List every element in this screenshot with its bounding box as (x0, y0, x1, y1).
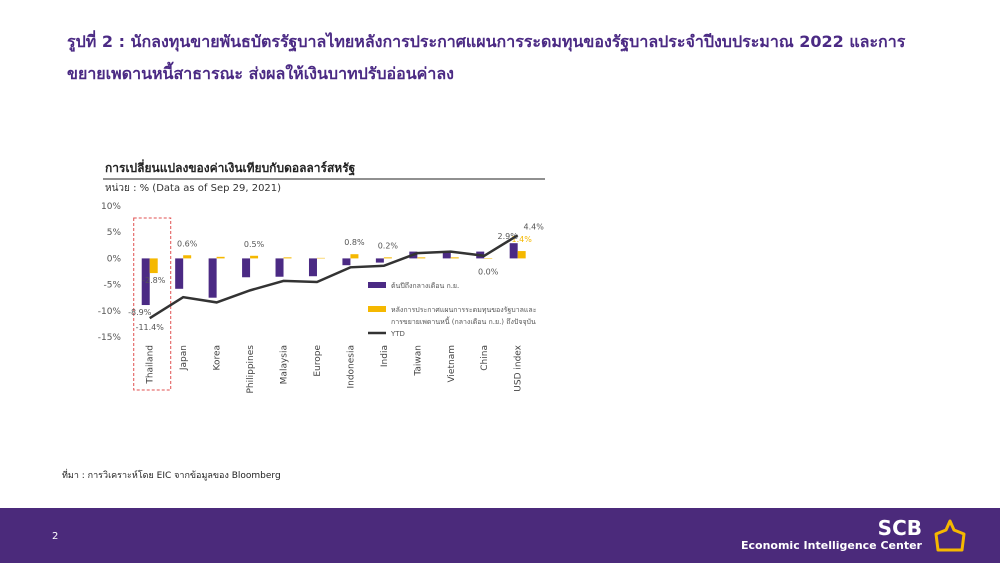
x-tick-label: Korea (213, 345, 223, 371)
bar (183, 255, 192, 259)
y-tick-label: 0% (107, 254, 122, 264)
source: ที่มา : การวิเคราะห์โดย EIC จากข้อมูลของ… (62, 471, 281, 481)
slide-title: รูปที่ 2 : นักลงทุนขายพันธบัตรรัฐบาลไทยห… (67, 32, 906, 51)
bar (308, 258, 317, 277)
x-tick-label: Japan (179, 345, 189, 371)
value-label: -11.4% (136, 323, 165, 332)
bar (509, 243, 518, 259)
x-tick-label: Europe (313, 345, 323, 377)
legend-label: หลังการประกาศแผนการระดมทุนของรัฐบาลและกา… (391, 306, 537, 326)
bar (141, 258, 150, 306)
x-tick-label: China (480, 345, 490, 371)
bar (149, 258, 158, 274)
logo-icon (934, 519, 966, 552)
value-label: 0.2% (378, 241, 399, 250)
bar (350, 254, 359, 259)
value-label: 4.4% (524, 222, 545, 231)
bar (484, 258, 493, 259)
bar (517, 251, 526, 259)
bar (175, 258, 184, 289)
y-tick-label: -5% (103, 281, 121, 291)
value-label: -8.9% (128, 308, 152, 317)
legend-swatch (368, 306, 386, 312)
x-tick-label: Thailand (146, 345, 156, 385)
y-tick-label: -15% (98, 333, 122, 343)
bar (250, 255, 259, 259)
line (149, 234, 519, 320)
chart: การเปลี่ยนแปลงของค่าเงินเทียบกับดอลลาร์ส… (98, 159, 545, 394)
value-label: 0.5% (244, 240, 265, 249)
bar (316, 257, 325, 259)
x-tick-label: Philippines (246, 345, 256, 394)
x-tick-label: Malaysia (280, 345, 290, 384)
bar (216, 256, 225, 259)
legend-swatch (368, 282, 386, 288)
bar (442, 252, 451, 259)
bar (208, 258, 217, 298)
x-tick-label: India (380, 345, 390, 367)
x-tick-label: Vietnam (447, 345, 457, 383)
value-label: -2.8% (142, 276, 166, 285)
y-tick-label: 10% (101, 202, 121, 212)
value-label: 0.0% (478, 267, 499, 276)
logo-tagline: Economic Intelligence Center (740, 539, 922, 552)
footer: 2 SCB Economic Intelligence Center (0, 508, 1000, 563)
chart-title: การเปลี่ยนแปลงของค่าเงินเทียบกับดอลลาร์ส… (105, 159, 356, 176)
x-tick-label: Taiwan (413, 345, 423, 377)
value-label: 2.9% (498, 232, 519, 241)
legend-label: YTD (390, 330, 405, 338)
chart-subtitle: หน่วย : % (Data as of Sep 29, 2021) (105, 183, 281, 194)
bar (383, 257, 392, 259)
logo-name: SCB (877, 516, 922, 540)
bar (283, 257, 292, 259)
bar (275, 258, 284, 277)
bar (417, 257, 426, 259)
y-tick-label: 5% (107, 228, 122, 238)
y-tick-label: -10% (98, 307, 122, 317)
bar (450, 257, 459, 259)
bar (342, 258, 351, 266)
slide-title: ขยายเพดานหนี้สาธารณะ ส่งผลให้เงินบาทปรับ… (67, 64, 454, 83)
x-tick-label: Indonesia (346, 345, 356, 389)
legend-label: ต้นปีถึงกลางเดือน ก.ย. (391, 281, 459, 290)
page-number: 2 (52, 531, 59, 542)
bar (242, 258, 251, 278)
x-tick-label: USD index (514, 344, 524, 391)
value-label: 1.4% (512, 235, 533, 244)
value-label: 0.8% (344, 238, 365, 247)
bar (375, 258, 384, 263)
value-label: 0.6% (177, 239, 198, 248)
